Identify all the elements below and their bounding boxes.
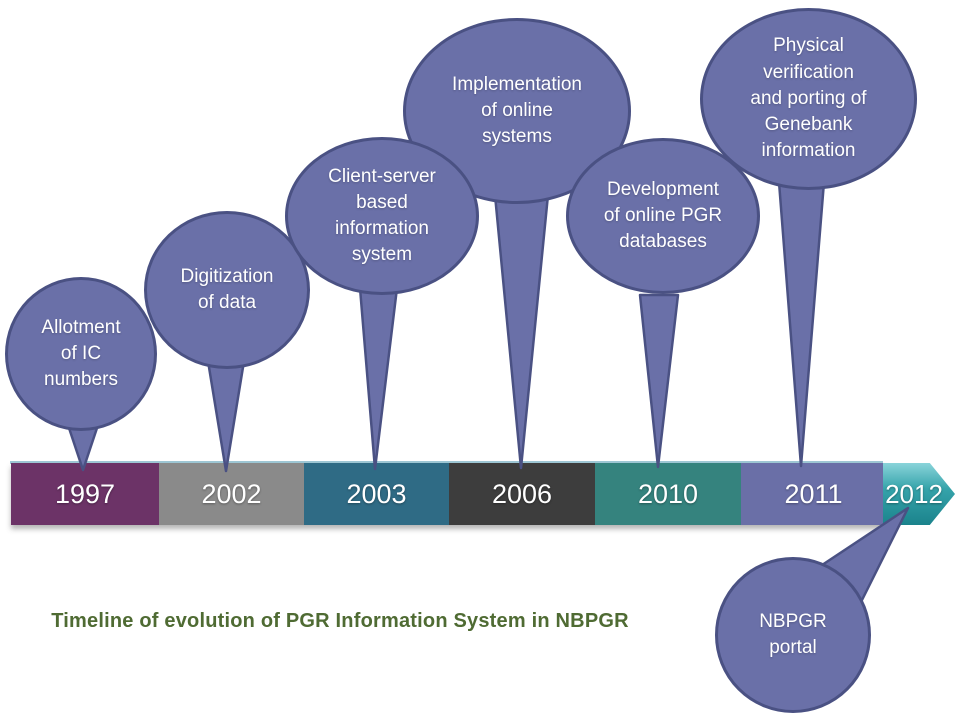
callout-digitization-label: Digitization of data [180, 265, 274, 313]
timeline-segment-2003: 2003 [304, 463, 449, 525]
timeline-segment-2006: 2006 [449, 463, 595, 525]
callout-development-label: Development of online PGR databases [603, 178, 723, 253]
year-label-1997: 1997 [54, 478, 116, 509]
callout-allotment: Allotment of IC numbers [5, 277, 157, 431]
year-label-2002: 2002 [201, 478, 262, 509]
year-label-2012: 2012 [885, 478, 943, 509]
timeline-bar: 1997 2002 2003 2006 2010 2011 [11, 463, 886, 525]
callout-client-server-label: Client-server based information system [328, 165, 436, 266]
callout-tail-client-server [358, 286, 399, 471]
year-label-2011: 2011 [784, 478, 843, 509]
callout-tail-development [638, 293, 680, 469]
callout-allotment-label: Allotment of IC numbers [41, 316, 121, 391]
year-label-2010: 2010 [637, 478, 699, 509]
callout-digitization: Digitization of data [144, 211, 310, 369]
year-label-2006: 2006 [491, 478, 553, 509]
callout-nbpgr-portal-label: NBPGR portal [759, 610, 827, 658]
callout-tail-digitization [205, 353, 247, 473]
callout-development: Development of online PGR databases [566, 138, 760, 294]
timeline-top-edge [10, 461, 883, 464]
timeline-segment-2011: 2011 [741, 463, 886, 525]
callout-client-server: Client-server based information system [285, 137, 479, 295]
timeline-segment-2010: 2010 [595, 463, 741, 525]
timeline-segment-1997: 1997 [11, 463, 159, 525]
slide-caption: Timeline of evolution of PGR Information… [51, 610, 629, 632]
callout-implementation-label: Implementation of online systems [452, 73, 582, 148]
callout-tail-physical [777, 180, 826, 468]
callout-tail-implementation [493, 193, 550, 470]
year-label-2003: 2003 [346, 478, 407, 509]
timeline-segment-2002: 2002 [159, 463, 304, 525]
callout-physical-verification: Physical verification and porting of Gen… [700, 8, 917, 190]
callout-nbpgr-portal: NBPGR portal [715, 557, 871, 713]
callout-physical-verification-label: Physical verification and porting of Gen… [750, 35, 867, 162]
